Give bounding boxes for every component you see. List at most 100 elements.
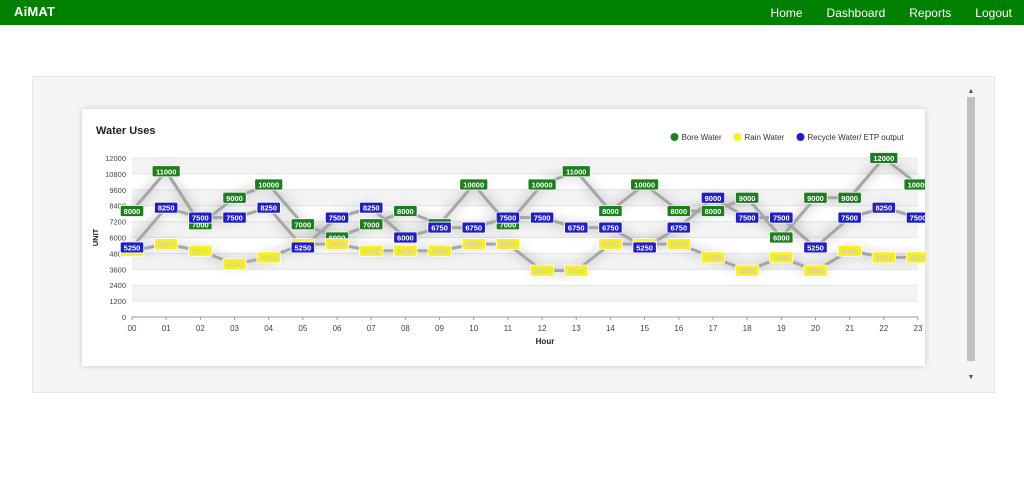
data-label-box <box>905 251 925 264</box>
data-label: 6750 <box>568 224 585 233</box>
data-label: 6750 <box>431 224 448 233</box>
nav-menu: Home Dashboard Reports Logout <box>747 0 1012 25</box>
data-label: 5250 <box>295 243 312 252</box>
data-label-box <box>393 205 418 217</box>
data-label: 4500 <box>260 253 277 262</box>
data-label: 3500 <box>568 267 585 276</box>
x-axis-title: Hour <box>536 337 555 346</box>
data-label-box <box>735 191 760 204</box>
data-label-box <box>359 201 384 214</box>
y-tick-label: 4800 <box>109 249 126 258</box>
x-tick-label: 07 <box>367 324 376 333</box>
data-label: 5000 <box>841 247 858 256</box>
x-tick-label: 09 <box>435 324 444 333</box>
data-label: 8250 <box>875 204 892 213</box>
data-label: 8250 <box>158 204 175 213</box>
data-label: 7500 <box>500 214 517 223</box>
data-label-box <box>871 201 896 214</box>
content-panel: Water Uses 0 1200 2400 3600 4800 6000 7200 8400 9… <box>32 76 995 393</box>
data-label-box <box>735 264 760 277</box>
x-tick-label: 02 <box>196 324 205 333</box>
data-label: 8250 <box>260 204 277 213</box>
data-label-box <box>769 231 794 244</box>
brand-logo[interactable]: AiMAT <box>14 4 56 19</box>
data-label: 5250 <box>807 243 824 252</box>
data-label: 5500 <box>329 240 346 249</box>
data-label-box <box>769 251 794 264</box>
data-label-box <box>119 241 145 254</box>
data-label-box <box>151 165 181 178</box>
scrollbar[interactable]: ▲ ▼ <box>966 87 976 383</box>
nav-logout[interactable]: Logout <box>975 5 1012 20</box>
data-label-box <box>837 211 862 224</box>
x-tick-label: 15 <box>640 324 649 333</box>
x-tick-label: 11 <box>504 324 513 333</box>
nav-dashboard[interactable]: Dashboard <box>826 5 886 20</box>
data-label: 6750 <box>670 224 687 233</box>
data-label: 7500 <box>841 214 858 223</box>
data-label-box <box>359 244 384 257</box>
data-label-box <box>630 178 660 191</box>
legend-marker-0 <box>670 133 679 141</box>
data-label-box <box>803 264 828 277</box>
data-label: 7000 <box>295 220 312 229</box>
data-label-box <box>598 205 623 217</box>
nav-home[interactable]: Home <box>770 5 803 20</box>
data-label: 9000 <box>807 194 824 203</box>
data-label: 8000 <box>670 207 687 216</box>
legend-marker-1 <box>733 133 742 141</box>
data-label-box <box>700 205 726 217</box>
data-label-box <box>222 191 247 204</box>
data-label-box <box>188 211 213 224</box>
scroll-down-icon[interactable]: ▼ <box>967 374 975 381</box>
y-tick-label: 8400 <box>109 202 126 211</box>
data-label: 10000 <box>463 181 484 190</box>
data-label: 5250 <box>124 243 141 252</box>
data-label: 3500 <box>534 267 551 276</box>
data-label-box <box>119 205 145 217</box>
data-label: 6750 <box>602 224 619 233</box>
data-label: 9000 <box>739 194 756 203</box>
data-label: 9000 <box>841 194 858 203</box>
data-label: 7000 <box>363 220 380 229</box>
data-label-box <box>837 244 862 257</box>
data-label: 7500 <box>739 214 756 223</box>
x-tick-label: 01 <box>162 324 171 333</box>
data-label-box <box>564 264 589 277</box>
y-tick-label: 10800 <box>105 170 126 179</box>
data-label: 10000 <box>258 181 279 190</box>
data-label-box <box>427 244 452 257</box>
data-label-box <box>735 211 760 224</box>
data-label: 8000 <box>705 207 722 216</box>
data-label-box <box>666 238 691 251</box>
data-label: 10000 <box>532 181 553 190</box>
data-label-box <box>803 191 828 204</box>
data-label: 5000 <box>363 247 380 256</box>
data-label: 8250 <box>363 204 380 213</box>
legend-label-1: Rain Water <box>745 133 785 142</box>
nav-reports[interactable]: Reports <box>909 5 952 20</box>
x-tick-label: 20 <box>811 324 820 333</box>
x-tick-label: 18 <box>743 324 752 333</box>
data-label-box <box>871 251 896 264</box>
data-label: 7500 <box>534 214 551 223</box>
x-tick-label: 04 <box>264 324 273 333</box>
data-label: 6000 <box>397 234 414 243</box>
scroll-up-icon[interactable]: ▲ <box>967 88 975 95</box>
data-label: 4500 <box>910 253 925 262</box>
scroll-thumb[interactable] <box>967 97 975 361</box>
data-label-box <box>769 211 794 224</box>
data-label-box <box>837 191 862 204</box>
y-tick-label: 0 <box>122 313 126 322</box>
data-label-box <box>598 238 623 251</box>
data-label-box <box>700 191 726 204</box>
data-label: 8000 <box>397 207 414 216</box>
x-tick-label: 16 <box>674 324 683 333</box>
data-label-box <box>461 221 486 234</box>
data-label: 4500 <box>773 253 790 262</box>
data-label-box <box>290 241 315 254</box>
data-label-box <box>529 264 555 277</box>
data-label-box <box>154 201 179 214</box>
data-label-box <box>459 178 489 191</box>
data-label: 6750 <box>465 224 482 233</box>
